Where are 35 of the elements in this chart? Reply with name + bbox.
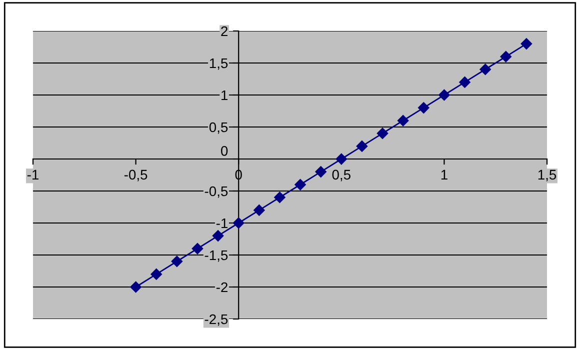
- y-tick-label: 1,5: [210, 58, 228, 70]
- point: [356, 140, 368, 152]
- y-tick-label: 2: [221, 26, 228, 36]
- point: [336, 153, 348, 165]
- point: [418, 102, 430, 114]
- point: [480, 64, 491, 76]
- point: [171, 256, 183, 268]
- point: [232, 217, 244, 229]
- y-tick-label: -2,5: [204, 314, 228, 326]
- point: [376, 128, 388, 140]
- point: [459, 76, 470, 88]
- point: [130, 281, 142, 293]
- y-tick-label: -1,5: [204, 250, 228, 262]
- point: [274, 192, 286, 204]
- x-tick-label: -1: [27, 170, 38, 180]
- point: [397, 114, 409, 126]
- y-tick-label: 0,5: [209, 122, 228, 134]
- point: [520, 38, 532, 50]
- point: [192, 242, 204, 254]
- point: [294, 178, 306, 190]
- point: [315, 166, 326, 178]
- x-tick-label: -0,5: [124, 170, 148, 182]
- y-tick-label: 0: [221, 146, 228, 156]
- y-tick-label: 1: [222, 90, 228, 100]
- x-tick-label: 1: [441, 170, 448, 180]
- point: [254, 204, 265, 216]
- point: [150, 268, 162, 280]
- x-tick-label: 0,5: [332, 170, 350, 182]
- point: [212, 230, 224, 242]
- point: [438, 89, 450, 101]
- point: [500, 50, 512, 62]
- x-tick-label: 1,5: [538, 170, 556, 182]
- y-tick-label: -0,5: [204, 186, 228, 198]
- y-tick-label: -1: [216, 218, 228, 228]
- y-tick-label: -2: [216, 282, 228, 292]
